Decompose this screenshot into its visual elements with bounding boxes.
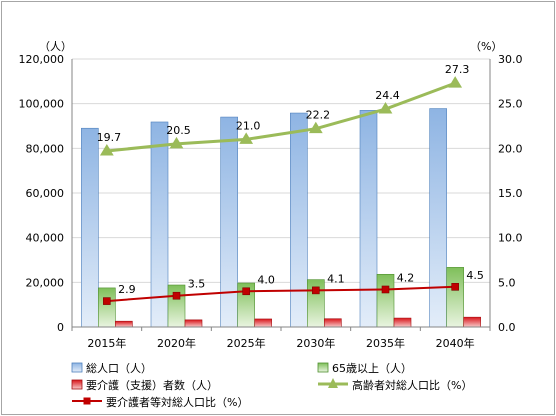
legend-item: 要介護者等対総人口比（%） (72, 395, 248, 409)
lines: 19.7 20.5 21.0 22.2 24.4 27.3 2.9 3.5 4.0 4.1 4.2 4… (97, 63, 484, 305)
y-right-tick-label: 5.0 (498, 276, 516, 289)
y-right-unit: （%） (470, 40, 502, 53)
bar-2 (254, 318, 272, 328)
data-label: 4.1 (327, 272, 345, 285)
legend-swatch (71, 362, 83, 373)
data-label: 4.5 (466, 269, 484, 282)
data-label: 2.9 (118, 283, 136, 296)
bar-0 (290, 112, 308, 328)
x-tick-label: 2020年 (157, 336, 196, 350)
data-label: 4.2 (397, 271, 415, 284)
legend-item: 65歳以上（人） (317, 362, 412, 375)
legend-item: 高齢者対総人口比（%） (318, 378, 472, 392)
y-left-tick-label: 40,000 (26, 232, 65, 245)
data-label: 21.0 (236, 119, 261, 132)
line-series-0 (106, 81, 456, 153)
triangle-marker (99, 144, 114, 156)
triangle-marker (378, 102, 393, 114)
y-left-tick-label: 20,000 (26, 276, 65, 289)
triangle-marker (308, 121, 323, 134)
bar-2 (324, 318, 342, 328)
bar-1 (376, 273, 395, 328)
square-marker (172, 291, 181, 300)
y-right-tick-label: 30.0 (498, 53, 523, 66)
triangle-marker (239, 132, 254, 144)
bar-0 (220, 116, 238, 328)
y-left-unit: （人） (39, 40, 72, 53)
data-label: 19.7 (97, 131, 122, 144)
square-marker (451, 282, 459, 291)
bar-1 (98, 287, 116, 328)
y-right-tick-label: 0.0 (498, 321, 516, 334)
bar-0 (429, 108, 447, 328)
bar-2 (184, 319, 203, 328)
y-left-tick-label: 120,000 (19, 53, 65, 66)
data-label: 20.5 (166, 124, 191, 137)
y-right-tick-label: 25.0 (498, 98, 523, 111)
y-left-tick-label: 100,000 (19, 98, 65, 111)
legend: 総人口（人） 65歳以上（人） 要介護（支援）者数（人） 高齢者対総人口比（%） 要介護… (71, 361, 472, 409)
bar-2 (463, 316, 481, 328)
square-marker (381, 285, 390, 294)
y-left-tick-label: 0 (57, 321, 64, 334)
data-label: 4.0 (257, 273, 275, 286)
bar-0 (359, 110, 378, 328)
y-right-tick-label: 15.0 (498, 187, 523, 200)
legend-label: 高齢者対総人口比（%） (352, 378, 472, 392)
x-tick-label: 2015年 (87, 336, 126, 350)
bar-2 (115, 320, 133, 328)
legend-label: 要介護者等対総人口比（%） (106, 395, 248, 409)
triangle-marker (169, 136, 184, 149)
square-marker (242, 287, 250, 296)
line-series-1 (106, 285, 456, 303)
legend-swatch (71, 379, 83, 390)
triangle-marker (448, 76, 463, 88)
data-label: 27.3 (445, 63, 470, 76)
gridlines (72, 58, 490, 283)
x-tick-label: 2025年 (227, 336, 266, 350)
square-marker (103, 297, 111, 305)
square-marker (312, 286, 320, 295)
y-left-tick-label: 80,000 (26, 142, 65, 155)
legend-label: 要介護（支援）者数（人） (86, 378, 218, 392)
legend-item: 要介護（支援）者数（人） (71, 378, 218, 392)
legend-item: 総人口（人） (71, 361, 152, 375)
y-left-tick-label: 60,000 (26, 187, 65, 200)
axes: 0 0.0 20,000 5.0 40,000 10.0 60,000 15.0 80,000 2… (19, 40, 523, 350)
bars (81, 108, 481, 328)
legend-label: 65歳以上（人） (332, 362, 412, 375)
legend-marker (83, 397, 91, 405)
bar-2 (393, 317, 412, 328)
x-tick-label: 2035年 (366, 336, 405, 350)
legend-marker (328, 378, 338, 388)
bar-1 (167, 284, 186, 328)
data-label: 3.5 (188, 278, 206, 291)
data-label: 22.2 (306, 109, 331, 122)
legend-label: 総人口（人） (86, 361, 152, 375)
bar-1 (446, 267, 464, 328)
y-right-tick-label: 10.0 (498, 232, 523, 245)
data-label: 24.4 (375, 89, 400, 102)
legend-swatch (317, 362, 329, 373)
bar-0 (81, 127, 99, 328)
x-tick-label: 2030年 (296, 336, 335, 350)
y-right-tick-label: 20.0 (498, 142, 523, 155)
x-tick-label: 2040年 (436, 336, 475, 350)
